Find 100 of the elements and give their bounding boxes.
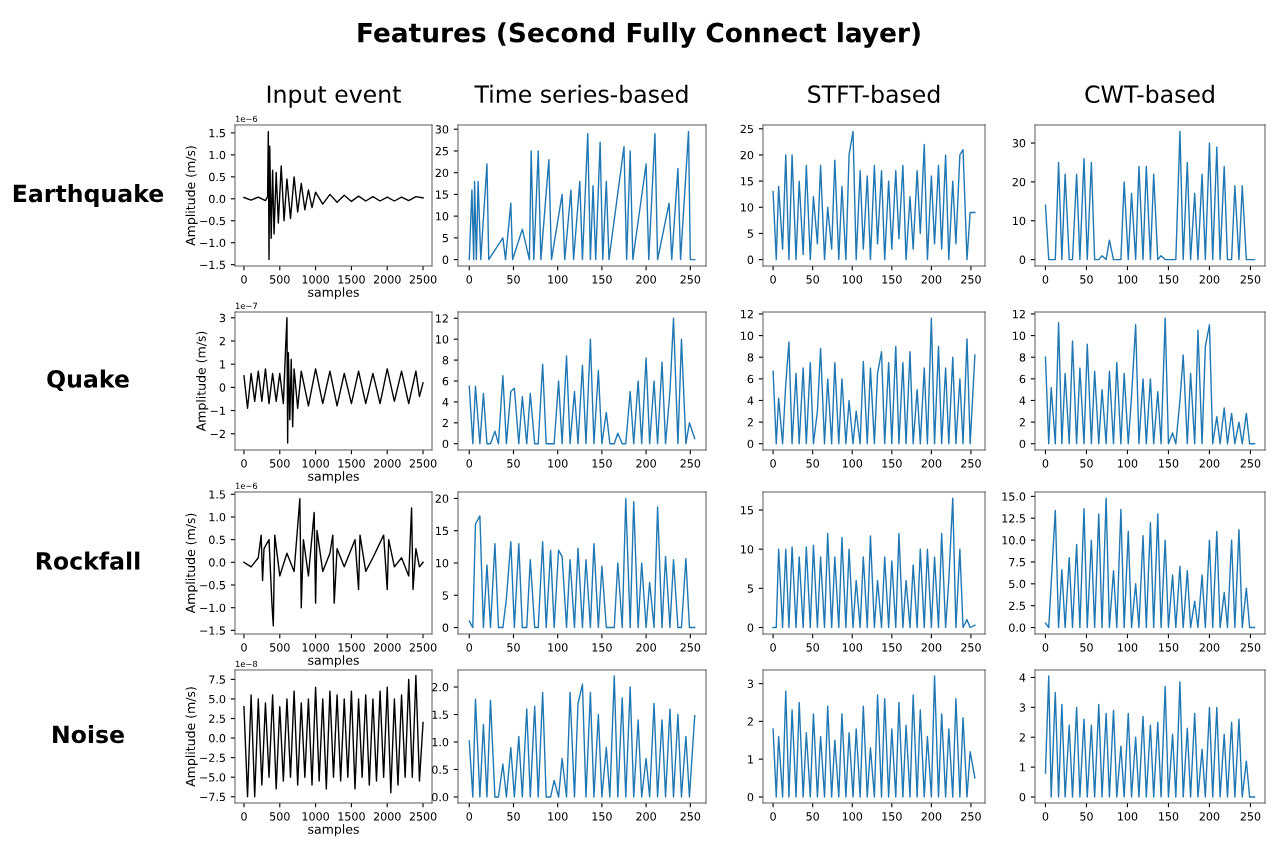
line-series [1044,497,1256,629]
chart-title: CWT-based [1085,84,1214,104]
x-tick-label: 100 [1118,275,1138,284]
x-tick-label: 50 [1080,643,1093,652]
x-tick-label: 0 [1042,275,1049,284]
line-series [772,675,976,798]
x-tick-label: 250 [680,812,701,821]
y-tick-label: 6 [442,376,449,386]
x-tick-label: 2500 [409,275,437,284]
y-axis-title: Amplitude (m/s) [196,331,209,432]
x-tick-label: 100 [842,643,863,652]
x-tick-label: 1000 [302,275,329,284]
x-tick-label: 250 [680,275,701,284]
x-tick-label: 50 [806,275,819,284]
y-tick-label: 2.0 [432,683,449,692]
x-tick-label: 0 [770,812,776,821]
y-tick-label: 3 [219,313,226,323]
x-tick-label: 150 [592,812,612,821]
x-tick-label: 100 [842,459,863,468]
x-tick-label: 2000 [373,812,401,821]
x-tick-label: 150 [882,643,902,652]
y-tick-label: 4 [442,398,449,407]
x-tick-label: 0 [1042,643,1049,652]
y-tick-label: 0.0 [209,194,226,204]
line-series [1044,675,1256,798]
x-axis-title: samples [308,287,359,300]
x-tick-label: 1500 [338,459,365,468]
x-tick-label: 200 [921,275,942,284]
y-tick-label: 3 [747,679,754,688]
y-tick-label: 8 [1019,353,1026,362]
x-tick-label: 2500 [409,459,437,468]
text: 1e−8 [235,660,258,668]
y-tick-label: 0 [219,383,226,392]
y-tick-label: −1.5 [200,260,225,270]
y-tick-label: 6 [747,374,754,384]
y-tick-label: 30 [1012,139,1026,148]
y-tick-label: 2 [442,418,448,428]
y-tick-label: 0 [747,792,754,802]
x-tick-label: 250 [961,275,981,284]
y-tick-label: 1 [748,755,753,764]
y-tick-label: −5.0 [200,773,226,782]
x-tick-label: 50 [806,459,819,468]
x-tick-label: 2000 [373,643,401,652]
y-tick-label: 0.0 [1009,623,1026,632]
y-tick-label: −1 [210,406,225,415]
y-tick-label: 1.5 [209,129,225,138]
y-tick-label: 20 [740,150,754,160]
x-tick-label: 2500 [409,643,437,652]
y-tick-label: 0 [1019,255,1026,264]
x-tick-label: 50 [507,812,520,821]
text: Features (Second Fully Connect layer) [358,22,920,48]
y-tick-label: 25 [740,124,753,134]
y-tick-label: 5.0 [1009,579,1026,589]
y-tick-label: 7.5 [1009,558,1025,567]
line-series [772,497,976,629]
chart-title: STFT-based [808,84,940,104]
x-tick-label: 0 [241,812,247,821]
x-tick-label: 250 [1240,275,1261,284]
y-tick-label: 5 [442,591,448,600]
y-tick-label: 4 [1019,673,1026,682]
line-series [468,317,696,445]
x-tick-label: 1500 [338,643,365,652]
x-tick-label: 100 [1118,643,1138,652]
y-tick-label: 2 [747,717,753,726]
x-tick-label: 0 [770,275,776,284]
x-tick-label: 50 [1080,812,1093,821]
x-tick-label: 50 [1080,275,1093,284]
x-tick-label: 150 [1159,459,1179,468]
x-tick-label: 100 [548,459,568,468]
y-tick-label: 1.0 [209,512,226,522]
y-tick-label: 5 [747,584,753,593]
chart-title: Time series-based [474,84,688,104]
x-tick-label: 150 [1159,275,1179,284]
y-tick-label: 12 [436,314,448,323]
line-series [243,674,424,798]
y-tick-label: 15 [741,177,753,186]
x-tick-label: 0 [241,643,247,652]
x-tick-label: 200 [1199,812,1220,821]
y-tick-label: 0 [1019,439,1026,449]
y-tick-label: 5 [442,233,448,243]
x-tick-label: 250 [1240,459,1261,468]
y-tick-label: 0.0 [209,558,226,567]
x-tick-label: 100 [548,275,568,284]
x-tick-label: 0 [770,459,776,468]
y-tick-label: 2.5 [1009,601,1025,611]
y-tick-label: 10 [741,203,754,212]
y-tick-label: 0.5 [209,172,225,182]
x-tick-label: 2000 [373,459,401,468]
y-tick-label: 1 [1020,763,1025,772]
x-tick-label: 1000 [302,459,329,468]
x-axis-title: samples [308,655,359,668]
text: 1e−6 [235,115,258,122]
x-tick-label: 1000 [302,812,329,821]
y-tick-label: 10 [741,331,754,340]
y-axis-title: Amplitude (m/s) [185,513,198,614]
y-tick-label: 8 [747,353,754,362]
y-tick-label: 15 [436,526,448,536]
x-tick-label: 150 [592,459,612,468]
y-tick-label: 2.5 [209,714,225,723]
y-tick-label: 0 [442,255,449,264]
